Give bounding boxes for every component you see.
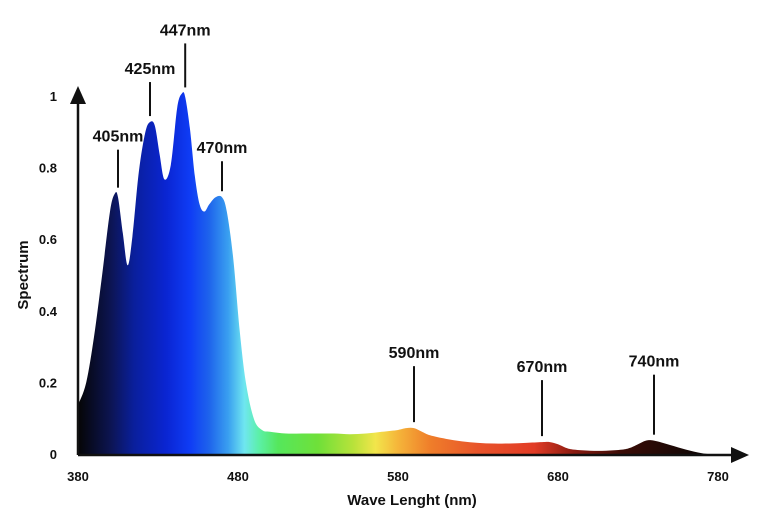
x-tick-label: 680 [547,469,569,484]
peak-label: 670nm [517,359,568,376]
y-tick-label: 0.2 [39,375,57,390]
y-axis-title: Spectrum [15,240,32,309]
peak-label: 447nm [160,22,211,39]
y-tick-label: 0 [50,447,57,462]
axes-layer [70,86,749,463]
x-tick-label: 580 [387,469,409,484]
spectrum-area [78,92,718,455]
y-tick-label: 1 [50,89,57,104]
peak-label: 425nm [125,61,176,78]
plot-layer [78,92,718,455]
y-tick-label: 0.6 [39,232,57,247]
peak-label: 590nm [389,345,440,362]
peak-label: 405nm [93,129,144,146]
x-tick-label: 480 [227,469,249,484]
y-tick-label: 0.4 [39,304,58,319]
peak-label: 740nm [629,354,680,371]
x-axis-title: Wave Lenght (nm) [347,492,476,509]
annotation-layer: 405nm 425nm 447nm 470nm 590nm 670nm 740nm [93,22,680,437]
peak-label: 470nm [197,140,248,157]
x-tick-label: 780 [707,469,729,484]
y-axis-arrow [70,86,86,104]
x-tick-label: 380 [67,469,89,484]
tick-layer: 380 480 580 680 780 0 0.2 0.4 0.6 0.8 1 [39,89,729,484]
y-tick-label: 0.8 [39,161,57,176]
x-axis-arrow [731,447,749,463]
